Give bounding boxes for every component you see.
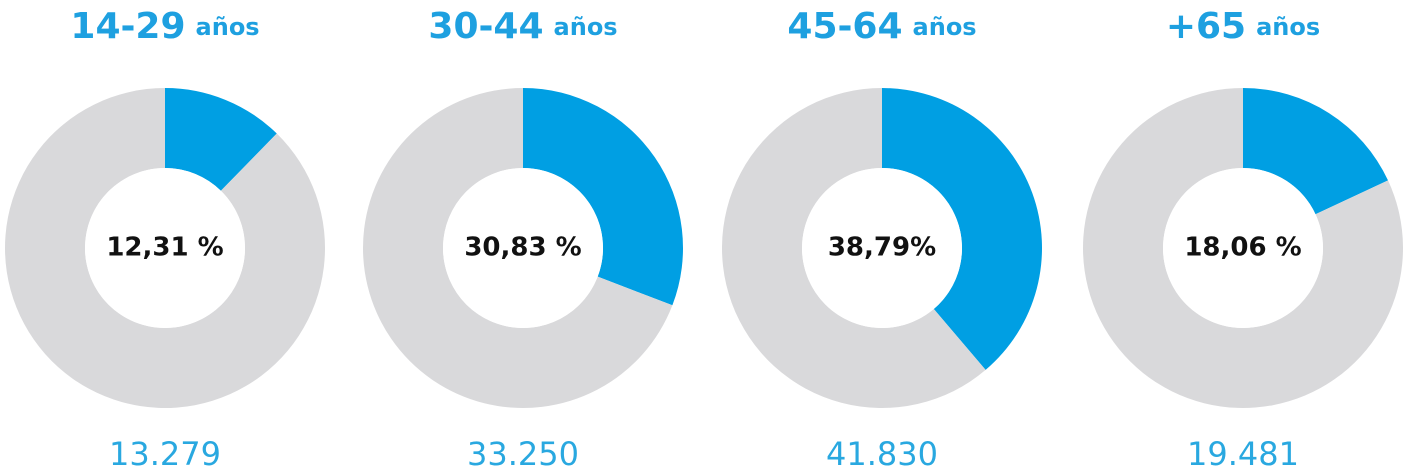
donut-segment <box>1082 88 1403 408</box>
donut-segment <box>1243 88 1389 215</box>
count-label: 33.250 <box>467 435 579 473</box>
value-label: 30,83 % <box>464 233 581 263</box>
count-label: 19.481 <box>1187 435 1299 473</box>
value-label: 18,06 % <box>1184 233 1301 263</box>
title-unit: años <box>196 13 260 41</box>
donut-segment <box>165 88 277 191</box>
donut-chart: +65 años 18,06 % 19.481 <box>1082 6 1403 473</box>
donut-hole <box>1163 168 1323 328</box>
value-label: 38,79% <box>828 233 936 263</box>
donut-segment <box>4 88 326 408</box>
title-range: 30-44 <box>428 6 543 47</box>
chart-title: 30-44 años <box>428 6 617 47</box>
title-range: 45-64 <box>787 6 902 47</box>
title-unit: años <box>554 13 618 41</box>
donut-hole <box>802 168 962 328</box>
value-label: 12,31 % <box>106 233 223 263</box>
donut-chart: 14-29 años 12,31 % 13.279 <box>4 6 326 473</box>
donut-chart: 45-64 años 38,79% 41.830 <box>722 6 1042 473</box>
donut-hole <box>85 168 245 328</box>
donut-segment <box>523 88 683 306</box>
title-unit: años <box>913 13 977 41</box>
count-label: 41.830 <box>826 435 938 473</box>
donut-hole <box>443 168 603 328</box>
title-range: 14-29 <box>70 6 185 47</box>
donut-segment <box>882 88 1042 370</box>
chart-title: 14-29 años <box>70 6 259 47</box>
count-label: 13.279 <box>109 435 221 473</box>
chart-title: +65 años <box>1166 6 1320 47</box>
donut-chart: 30-44 años 30,83 % 33.250 <box>363 6 683 473</box>
chart-title: 45-64 años <box>787 6 976 47</box>
title-range: +65 <box>1166 6 1246 47</box>
title-unit: años <box>1256 13 1320 41</box>
donut-segment <box>722 88 986 408</box>
donut-segment <box>363 88 673 408</box>
